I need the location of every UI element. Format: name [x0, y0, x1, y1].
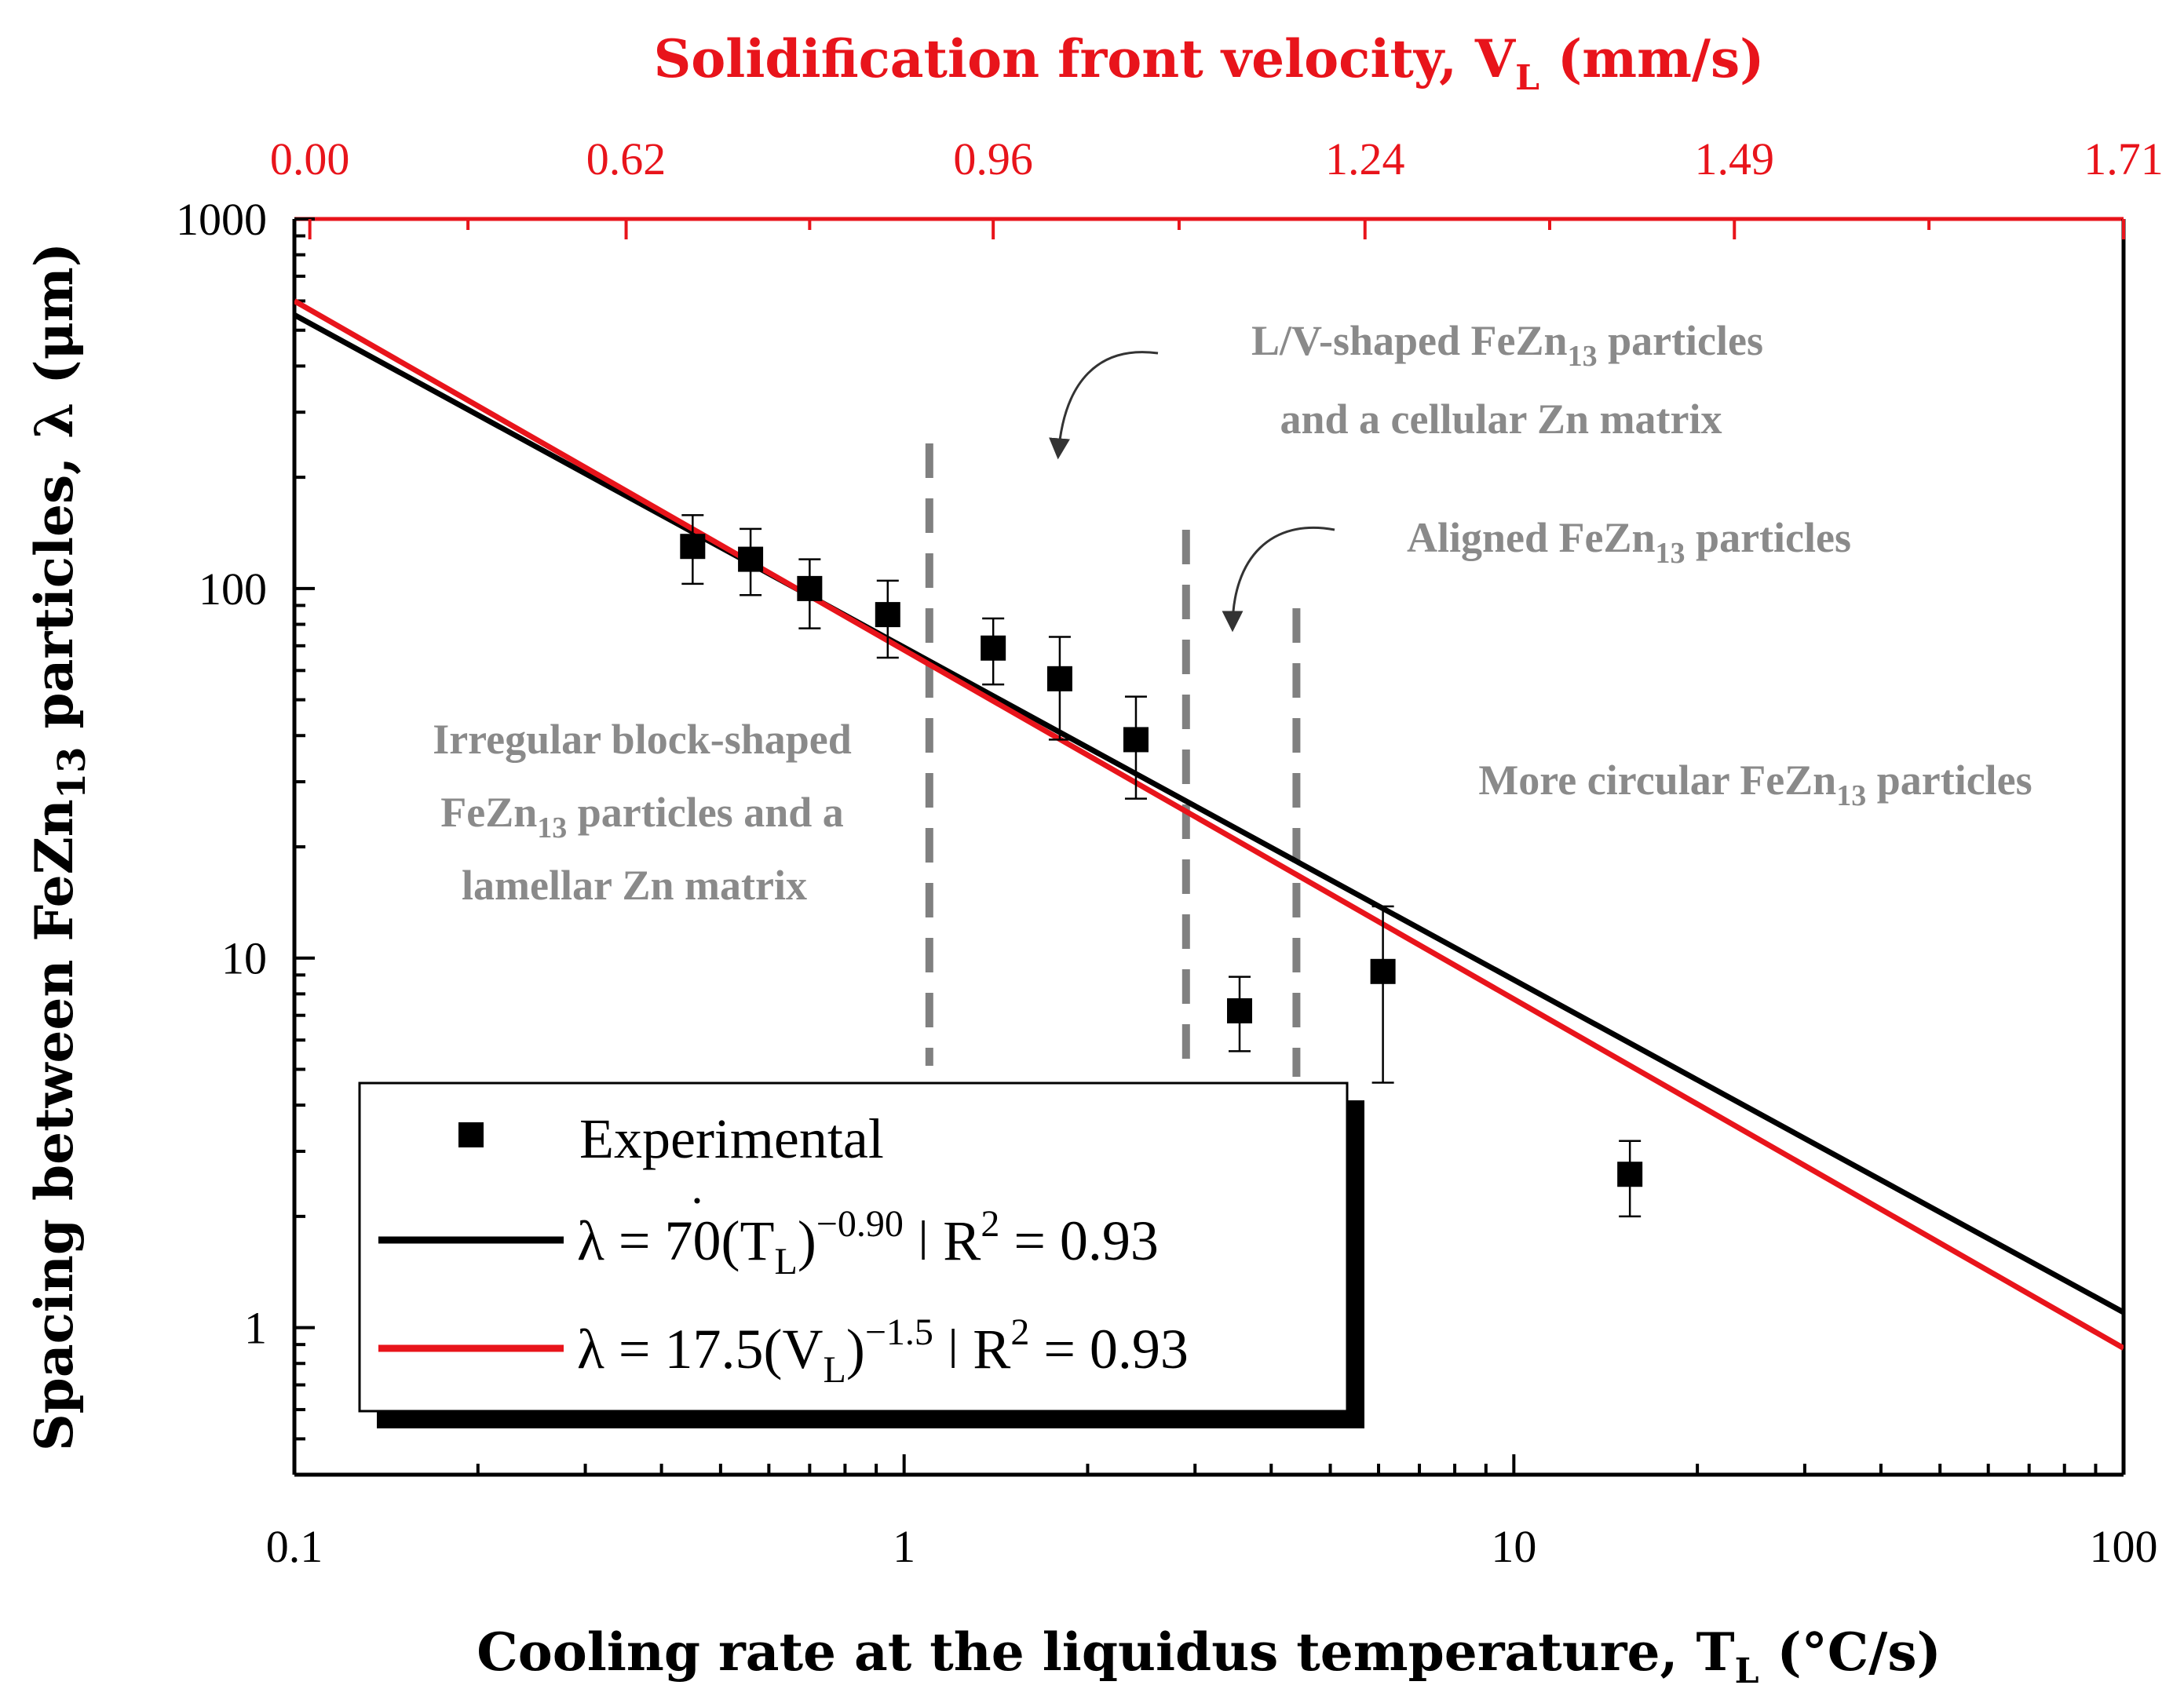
fit-line-velocity [294, 298, 2124, 1351]
irregular-label-line-3: lamellar Zn matrix [462, 862, 807, 909]
aligned-sub: 13 [1656, 537, 1685, 570]
black-fit-sub: L [774, 1241, 797, 1282]
circular-prefix: More circular FeZn [1478, 757, 1836, 804]
y-tick-label: 1000 [176, 194, 267, 245]
x-tick-label: 0.1 [266, 1521, 323, 1572]
legend-label-experimental: Experimental [579, 1107, 884, 1170]
lv-line1-sub: 13 [1568, 340, 1598, 373]
legend-box [358, 1081, 1349, 1413]
data-point [797, 558, 823, 629]
aligned-arrow [1222, 526, 1335, 633]
data-point [1123, 695, 1149, 800]
circular-sub: 13 [1836, 779, 1866, 812]
irregular-line-1: Irregular block-shaped [433, 716, 852, 763]
y-tick-label: 100 [199, 564, 267, 615]
black-fit-r-value: = 0.93 [999, 1209, 1159, 1272]
lv-line1-suffix: particles [1598, 317, 1763, 364]
legend-label-red-fit: λ = 17.5(VL)−1.5 ǀ R2 = 0.93 [577, 1311, 1189, 1391]
irregular-line2-prefix: FeZn [440, 789, 537, 836]
x-tick-label: 10 [1491, 1521, 1536, 1572]
red-fit-prefix: λ = 17.5(V [577, 1318, 824, 1381]
data-marker [1123, 727, 1149, 753]
lv-label-line-2: and a cellular Zn matrix [1280, 396, 1722, 443]
experimental-points [680, 514, 1643, 1218]
legend-label-black-fit: λ = 70(TL)−0.90 ǀ R2 = 0.93 [577, 1203, 1159, 1282]
red-fit-close: ) [846, 1318, 865, 1381]
red-fit-r-sup: 2 [1010, 1311, 1029, 1353]
irregular-line2-suffix: particles and a [567, 789, 844, 836]
x-title-prefix: Cooling rate at the liquidus temperature… [477, 1621, 1696, 1683]
fit-line-cooling-rate [294, 312, 2124, 1315]
irregular-line2-sub: 13 [537, 812, 567, 844]
data-marker [981, 635, 1006, 661]
irregular-label-line-2: FeZn13 particles and a [440, 789, 844, 844]
top-axis-title: Solidification front velocity, VL (mm/s) [654, 28, 1765, 98]
data-point [1370, 905, 1396, 1084]
top-tick-label: 1.49 [1695, 133, 1775, 184]
data-marker [1617, 1162, 1643, 1187]
axis-ticks [293, 217, 2125, 1476]
lv-label-line-1: L/V-shaped FeZn13 particles [1251, 317, 1763, 373]
x-title-suffix: (°C/s) [1759, 1621, 1941, 1683]
black-fit-dot: · [689, 1175, 705, 1227]
red-fit-sub: L [824, 1349, 846, 1391]
aligned-label: Aligned FeZn13 particles [1407, 514, 1851, 570]
data-marker [738, 546, 764, 572]
aligned-prefix: Aligned FeZn [1407, 514, 1656, 561]
region-boundaries [925, 443, 1301, 1077]
red-fit-sup: −1.5 [865, 1311, 933, 1353]
red-fit-suffix: ǀ R [933, 1318, 1010, 1381]
top-tick-label: 0.96 [953, 133, 1033, 184]
data-point [738, 527, 764, 596]
irregular-label: Irregular block-shaped [433, 716, 852, 763]
data-marker [1046, 666, 1072, 691]
region-annotations: Irregular block-shaped FeZn13 particles … [433, 317, 2032, 909]
legend-marker-experimental [458, 1122, 484, 1147]
circular-suffix: particles [1866, 757, 2032, 804]
y-tick-label: 1 [244, 1303, 267, 1354]
data-marker [875, 602, 900, 628]
legend: Experimental λ = 70(TL)−0.90 ǀ R2 = 0.93… [358, 1081, 1364, 1428]
lv-line1-prefix: L/V-shaped FeZn [1251, 317, 1568, 364]
y-title-sub: 13 [50, 746, 94, 799]
black-fit-symbol: T [740, 1209, 775, 1272]
top-title-prefix: Solidification front velocity, V [654, 28, 1517, 89]
top-tick-label: 1.24 [1325, 133, 1405, 184]
x-tick-label: 100 [2090, 1521, 2158, 1572]
black-fit-close: ) [798, 1209, 816, 1272]
lv-arrow [1049, 351, 1159, 460]
black-fit-suffix: ǀ R [904, 1209, 981, 1272]
data-point [981, 617, 1006, 686]
data-marker [680, 534, 706, 560]
black-fit-prefix: λ = 70( [577, 1209, 740, 1272]
x-tick-label: 1 [893, 1521, 915, 1572]
top-tick-label: 0.62 [586, 133, 667, 184]
data-point [1617, 1140, 1643, 1218]
circular-label: More circular FeZn13 particles [1478, 757, 2032, 812]
x-axis-title: Cooling rate at the liquidus temperature… [477, 1621, 1941, 1691]
data-marker [1370, 958, 1396, 984]
black-fit-r-sup: 2 [981, 1203, 999, 1245]
black-fit-sup: −0.90 [816, 1203, 904, 1245]
top-title-suffix: (mm/s) [1539, 28, 1764, 89]
data-marker [1227, 998, 1253, 1023]
data-marker [797, 575, 823, 601]
data-point [1227, 976, 1253, 1052]
y-tick-label: 10 [221, 933, 267, 984]
y-title-prefix: Spacing between FeZn [24, 799, 85, 1451]
top-tick-label: 0.00 [270, 133, 350, 184]
red-fit-r-value: = 0.93 [1029, 1318, 1189, 1381]
top-title-sub: L [1515, 58, 1539, 98]
aligned-suffix: particles [1685, 514, 1851, 561]
y-title-suffix: particles, λ (μm) [24, 243, 85, 746]
x-title-symbol: T [1696, 1621, 1735, 1683]
top-tick-label: 1.71 [2084, 133, 2164, 184]
data-point [680, 514, 706, 585]
y-axis-title: Spacing between FeZn13 particles, λ (μm) [24, 243, 94, 1451]
data-point [875, 579, 900, 659]
x-title-sub: L [1735, 1651, 1759, 1691]
data-point [1046, 636, 1072, 741]
